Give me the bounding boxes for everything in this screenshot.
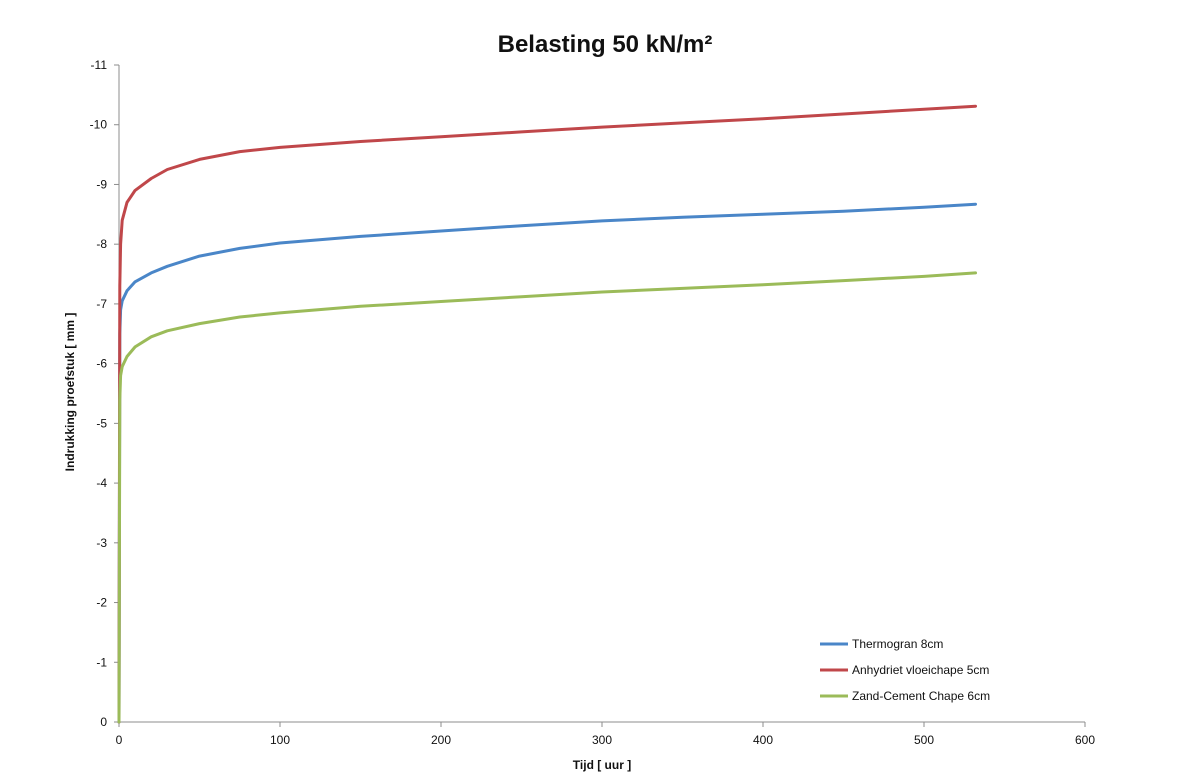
y-tick-label: -10: [90, 118, 108, 132]
y-tick-label: -7: [96, 297, 107, 311]
series-line-1: [117, 202, 977, 724]
y-tick-label: -1: [96, 655, 107, 669]
chart-title: Belasting 50 kN/m²: [498, 31, 713, 58]
y-tick-label: -8: [96, 237, 107, 251]
x-tick-label: 500: [914, 733, 934, 747]
x-tick-label: 300: [592, 733, 612, 747]
series-line-2: [117, 104, 977, 724]
x-tick-label: 600: [1075, 733, 1095, 747]
y-tick-label: -6: [96, 357, 107, 371]
series-layer: [117, 104, 977, 724]
y-tick-label: -11: [91, 58, 108, 72]
y-tick-label: -9: [96, 177, 107, 191]
y-tick-label: -2: [96, 596, 107, 610]
axes: 0 -1 -2 -3 -4 -5 -6 -7 -8 -9 -10 -11 0 100 200 300 400 50…: [90, 58, 1096, 747]
series-line-3: [117, 271, 977, 724]
y-tick-label: 0: [100, 715, 107, 729]
y-tick-label: -3: [96, 536, 107, 550]
legend-label-2: Anhydriet vloeichape 5cm: [852, 663, 989, 677]
y-tick-label: -4: [96, 476, 107, 490]
x-tick-label: 400: [753, 733, 773, 747]
legend: Thermogran 8cm Anhydriet vloeichape 5cm Za…: [820, 637, 990, 703]
legend-label-1: Thermogran 8cm: [852, 637, 943, 651]
y-axis-label: Indrukking proefstuk [ mm ]: [63, 313, 77, 472]
x-tick-label: 200: [431, 733, 451, 747]
legend-label-3: Zand-Cement Chape 6cm: [852, 689, 990, 703]
y-tick-label: -5: [96, 416, 107, 430]
x-tick-label: 0: [116, 733, 123, 747]
x-tick-label: 100: [270, 733, 290, 747]
x-axis-label: Tijd [ uur ]: [573, 758, 631, 772]
